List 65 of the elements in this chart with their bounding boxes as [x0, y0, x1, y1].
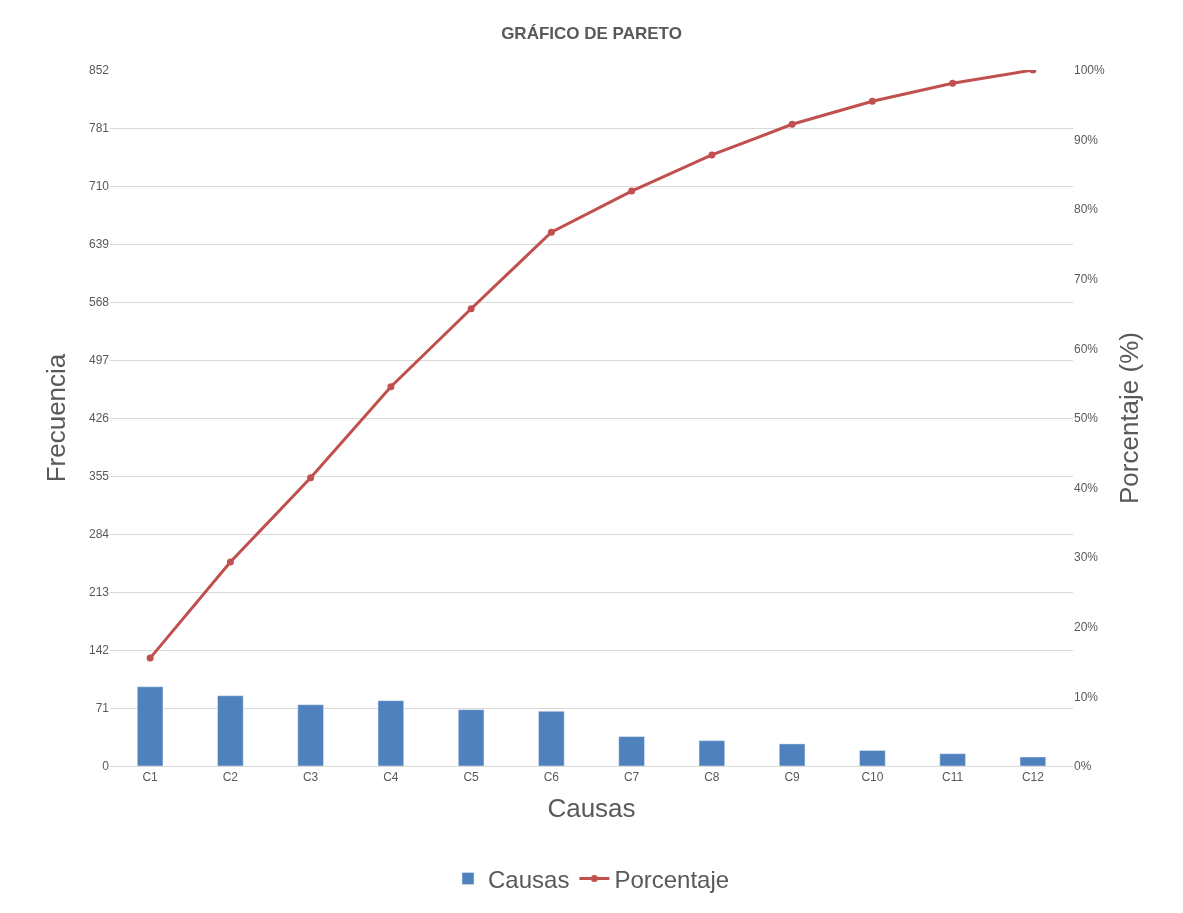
y-tick-label: 0 — [102, 759, 110, 774]
y-tick-label: 639 — [88, 237, 110, 252]
bar — [698, 740, 725, 766]
bar — [297, 704, 324, 766]
bar — [618, 736, 645, 766]
y-tick-label: 355 — [88, 469, 110, 484]
point — [547, 228, 555, 236]
y-tick-label: 497 — [88, 353, 110, 368]
point — [226, 558, 234, 566]
point — [146, 654, 154, 662]
y-tick-label: 852 — [88, 63, 110, 78]
y2-tick-label: 90% — [1074, 132, 1099, 147]
x-tick-label: C12 — [1021, 770, 1045, 785]
y-tick-label: 710 — [88, 179, 110, 194]
point — [788, 120, 796, 128]
x-tick-label: C10 — [861, 770, 884, 785]
point — [307, 474, 315, 482]
y-tick-label: 142 — [88, 643, 110, 658]
bar — [377, 700, 404, 766]
y2-axis-title: Porcentaje (%) — [1113, 332, 1144, 504]
point — [868, 97, 876, 105]
y-tick-label: 71 — [95, 701, 110, 716]
point — [467, 305, 475, 313]
bar — [137, 686, 164, 766]
y2-tick-label: 80% — [1074, 202, 1099, 217]
legend-label: Porcentaje — [614, 865, 730, 893]
x-tick-label: C1 — [142, 770, 159, 785]
y2-tick-label: 100% — [1074, 63, 1106, 78]
x-tick-label: C11 — [942, 770, 964, 785]
y-axis-title: Frecuencia — [41, 353, 72, 483]
point — [949, 79, 957, 87]
legend-label: Causas — [488, 865, 570, 893]
bar — [217, 695, 244, 766]
y2-tick-label: 10% — [1074, 689, 1099, 704]
bar — [939, 753, 966, 766]
y2-tick-label: 30% — [1074, 550, 1099, 565]
x-tick-label: C7 — [623, 770, 640, 785]
y2-tick-label: 50% — [1074, 411, 1099, 426]
x-tick-label: C8 — [704, 770, 720, 785]
chart-title: GRÁFICO DE PARETO — [501, 24, 682, 44]
y-tick-label: 426 — [88, 411, 110, 426]
x-tick-label: C6 — [543, 770, 560, 785]
y-tick-label: 568 — [88, 295, 110, 310]
bar — [458, 709, 485, 766]
x-tick-label: C4 — [383, 770, 399, 785]
y2-tick-label: 60% — [1074, 341, 1099, 356]
bar — [779, 743, 806, 766]
x-tick-label: C5 — [463, 770, 480, 785]
y-tick-label: 213 — [88, 585, 110, 600]
x-tick-label: C3 — [302, 770, 319, 785]
y2-tick-label: 0% — [1074, 759, 1092, 774]
x-tick-label: C2 — [222, 770, 239, 785]
y-tick-label: 284 — [88, 527, 110, 542]
y2-tick-label: 20% — [1074, 620, 1099, 634]
bar — [1019, 756, 1046, 766]
point — [708, 151, 716, 159]
point — [387, 383, 395, 391]
point — [628, 187, 636, 195]
x-axis-title: Causas — [547, 793, 636, 824]
y2-tick-label: 40% — [1074, 480, 1099, 495]
y-tick-label: 781 — [88, 121, 110, 136]
y2-tick-label: 70% — [1074, 272, 1099, 286]
bar — [859, 750, 886, 766]
bar — [538, 711, 565, 766]
x-tick-label: C9 — [784, 770, 801, 785]
